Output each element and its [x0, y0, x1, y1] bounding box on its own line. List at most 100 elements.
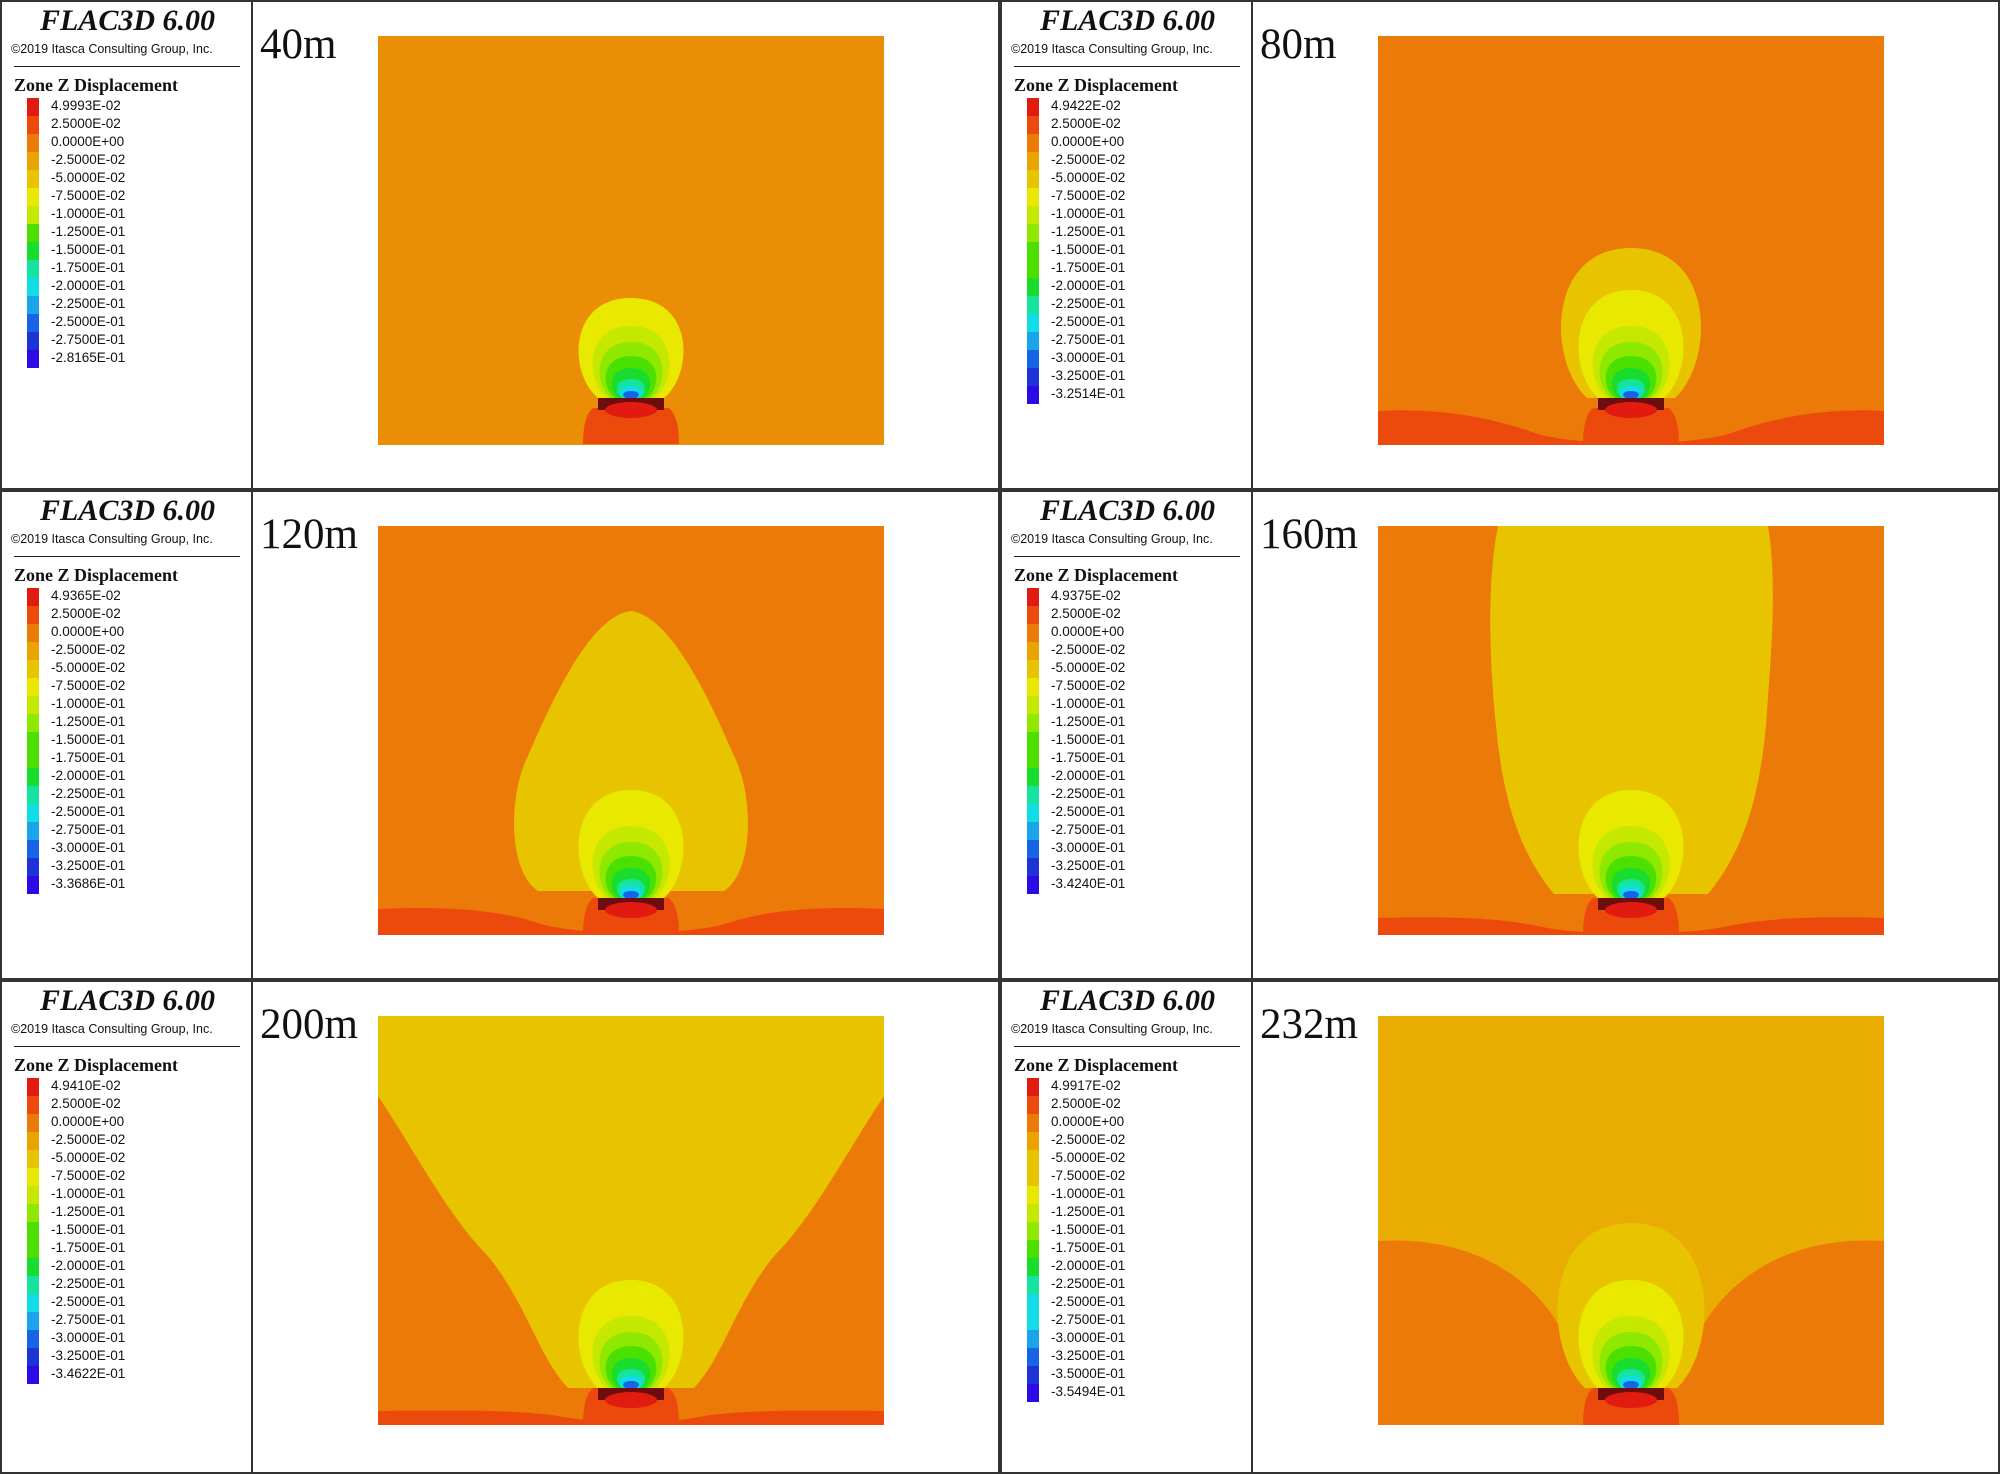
legend-swatch: [1027, 786, 1039, 804]
legend-value: -3.0000E-01: [1051, 1330, 1126, 1345]
legend-value: 0.0000E+00: [1051, 624, 1125, 639]
legend-value: -3.2500E-01: [51, 1348, 126, 1363]
displacement-contour-plot: [378, 526, 884, 935]
legend-swatch: [1027, 98, 1039, 116]
legend-value: -3.2500E-01: [51, 858, 126, 873]
legend-swatch: [27, 858, 39, 876]
displacement-contour-plot: [1378, 526, 1884, 935]
legend-swatch: [27, 1078, 39, 1096]
legend-swatch: [1027, 1366, 1039, 1384]
invert-heave-core: [1605, 402, 1657, 418]
legend-value: -7.5000E-02: [1051, 1168, 1126, 1183]
legend-swatch: [27, 822, 39, 840]
legend-value: -7.5000E-02: [51, 678, 126, 693]
legend-value: -2.5000E-02: [1051, 152, 1126, 167]
invert-heave-core: [1605, 902, 1657, 918]
legend-swatch: [1027, 660, 1039, 678]
depth-label: 200m: [260, 1001, 358, 1048]
invert-heave-core: [605, 1392, 657, 1408]
legend-swatch: [27, 350, 39, 368]
legend-value: -1.2500E-01: [51, 714, 126, 729]
legend-value: -2.5000E-02: [1051, 642, 1126, 657]
lateral-zone: [1378, 1240, 1884, 1425]
copyright-text: ©2019 Itasca Consulting Group, Inc.: [11, 42, 213, 56]
legend-swatch: [1027, 822, 1039, 840]
floor-heave-zone: [583, 408, 679, 445]
legend-value: 4.9410E-02: [51, 1078, 121, 1093]
legend-swatch: [27, 1348, 39, 1366]
legend-value: 0.0000E+00: [51, 134, 125, 149]
legend-swatch: [1027, 714, 1039, 732]
legend-value: -1.2500E-01: [1051, 224, 1126, 239]
legend-swatch: [27, 840, 39, 858]
legend-value: -5.0000E-02: [1051, 1150, 1126, 1165]
legend-swatch: [1027, 1330, 1039, 1348]
copyright-text: ©2019 Itasca Consulting Group, Inc.: [1011, 42, 1213, 56]
legend-swatch: [27, 98, 39, 116]
legend-swatch: [1027, 224, 1039, 242]
legend-swatch: [1027, 206, 1039, 224]
legend-swatch: [27, 278, 39, 296]
legend-value: -2.8165E-01: [51, 350, 126, 365]
legend-value: -1.0000E-01: [51, 1186, 126, 1201]
legend-value: -3.0000E-01: [51, 840, 126, 855]
legend-swatch: [1027, 1384, 1039, 1402]
invert-heave-core: [605, 902, 657, 918]
legend-value: -2.0000E-01: [1051, 278, 1126, 293]
legend-value: -1.0000E-01: [51, 696, 126, 711]
legend-value: 2.5000E-02: [51, 606, 121, 621]
copyright-text: ©2019 Itasca Consulting Group, Inc.: [11, 532, 213, 546]
settlement-envelope: [514, 611, 748, 891]
legend-value: -1.2500E-01: [1051, 714, 1126, 729]
legend-value: -1.5000E-01: [51, 732, 126, 747]
legend-value: -1.7500E-01: [51, 1240, 126, 1255]
legend-swatch: [27, 624, 39, 642]
legend-swatch: [1027, 1294, 1039, 1312]
legend-divider: [1014, 1046, 1240, 1047]
legend-swatch: [27, 714, 39, 732]
legend-swatch: [1027, 1258, 1039, 1276]
panel-160m: FLAC3D 6.00 ©2019 Itasca Consulting Group…: [1000, 490, 2000, 980]
legend-divider: [1014, 66, 1240, 67]
legend-value: -5.0000E-02: [51, 1150, 126, 1165]
legend-value: -2.7500E-01: [1051, 822, 1126, 837]
legend-value: -1.5000E-01: [51, 242, 126, 257]
legend-value: 2.5000E-02: [51, 1096, 121, 1111]
displacement-contour-plot: [378, 1016, 884, 1425]
legend-value: -3.0000E-01: [51, 1330, 126, 1345]
legend-value: -1.5000E-01: [51, 1222, 126, 1237]
legend-value: -1.0000E-01: [51, 206, 126, 221]
legend-value: -2.5000E-01: [1051, 314, 1126, 329]
legend-swatch: [1027, 750, 1039, 768]
invert-heave-core: [605, 402, 657, 418]
legend-value: -2.0000E-01: [1051, 768, 1126, 783]
software-title: FLAC3D 6.00: [1039, 4, 1216, 37]
legend-value: -1.0000E-01: [1051, 1186, 1126, 1201]
legend-value: -2.2500E-01: [51, 296, 126, 311]
legend-value: -2.0000E-01: [51, 768, 126, 783]
legend-swatch: [27, 768, 39, 786]
legend-swatch: [1027, 642, 1039, 660]
legend-swatch: [27, 642, 39, 660]
legend-value: 4.9422E-02: [1051, 98, 1121, 113]
legend-value: -1.2500E-01: [1051, 1204, 1126, 1219]
depth-label: 232m: [1260, 1001, 1358, 1048]
legend-swatch: [27, 588, 39, 606]
legend-swatch: [27, 1366, 39, 1384]
legend-swatch: [1027, 732, 1039, 750]
legend-swatch: [27, 732, 39, 750]
depth-label: 80m: [1260, 21, 1337, 68]
legend-value: -3.0000E-01: [1051, 350, 1126, 365]
legend-panel: FLAC3D 6.00 ©2019 Itasca Consulting Group…: [1002, 492, 1253, 978]
legend-value: -2.5000E-01: [51, 1294, 126, 1309]
legend-swatch: [1027, 1096, 1039, 1114]
legend-swatch: [27, 224, 39, 242]
legend-swatch: [1027, 260, 1039, 278]
legend-panel: FLAC3D 6.00 ©2019 Itasca Consulting Group…: [2, 492, 253, 978]
legend-swatch: [1027, 1186, 1039, 1204]
legend-swatch: [27, 242, 39, 260]
legend-value: -1.7500E-01: [1051, 1240, 1126, 1255]
legend-value: -2.0000E-01: [51, 1258, 126, 1273]
depth-label: 160m: [1260, 511, 1358, 558]
legend-swatch: [1027, 1150, 1039, 1168]
